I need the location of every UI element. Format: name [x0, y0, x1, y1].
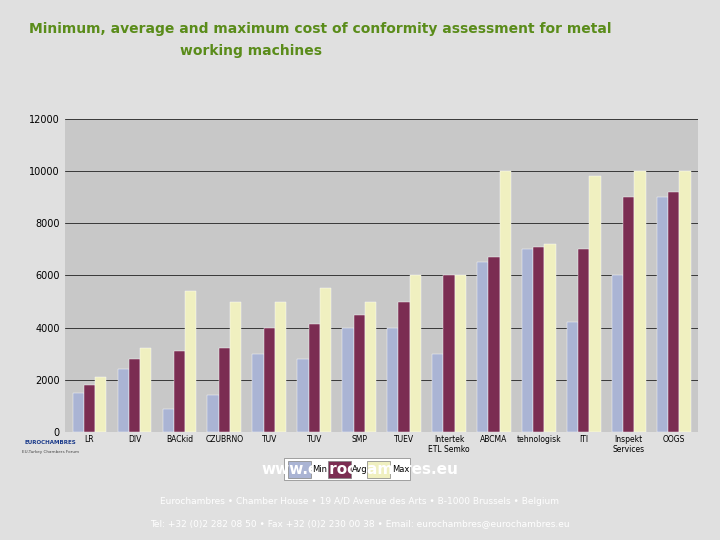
Text: www.eurochambres.eu: www.eurochambres.eu	[261, 462, 459, 477]
Bar	[207, 395, 219, 432]
Bar	[297, 359, 309, 432]
Text: Max: Max	[392, 465, 409, 474]
Bar	[288, 461, 311, 478]
Bar	[534, 247, 544, 432]
Bar	[95, 377, 107, 432]
Bar	[522, 249, 534, 432]
Text: working machines: working machines	[180, 44, 322, 58]
Bar	[477, 262, 488, 432]
Bar	[500, 171, 510, 432]
FancyBboxPatch shape	[284, 458, 410, 481]
Bar	[264, 328, 275, 432]
Bar	[84, 385, 95, 432]
Bar	[578, 249, 590, 432]
Bar	[387, 328, 398, 432]
Bar	[163, 408, 174, 432]
Bar	[567, 322, 578, 432]
Bar	[320, 288, 331, 432]
Bar	[354, 314, 365, 432]
Bar	[634, 171, 646, 432]
Bar	[174, 351, 185, 432]
Bar	[398, 301, 410, 432]
Bar	[623, 197, 634, 432]
Bar	[590, 176, 600, 432]
Text: Min: Min	[312, 465, 328, 474]
Bar	[454, 275, 466, 432]
Bar	[275, 301, 286, 432]
Bar	[342, 328, 354, 432]
Bar	[73, 393, 84, 432]
Text: Eurochambres • Chamber House • 19 A/D Avenue des Arts • B-1000 Brussels • Belgiu: Eurochambres • Chamber House • 19 A/D Av…	[161, 497, 559, 506]
Bar	[367, 461, 390, 478]
Bar	[612, 275, 623, 432]
Text: Avg: Avg	[352, 465, 368, 474]
Bar	[544, 244, 556, 432]
Bar	[309, 323, 320, 432]
Bar	[679, 171, 690, 432]
Bar	[117, 369, 129, 432]
Bar	[668, 192, 679, 432]
Text: Tel: +32 (0)2 282 08 50 • Fax +32 (0)2 230 00 38 • Email: eurochambres@eurochamb: Tel: +32 (0)2 282 08 50 • Fax +32 (0)2 2…	[150, 519, 570, 529]
Bar	[328, 461, 351, 478]
Bar	[488, 257, 500, 432]
Bar	[230, 301, 241, 432]
Bar	[129, 359, 140, 432]
Text: Minimum, average and maximum cost of conformity assessment for metal: Minimum, average and maximum cost of con…	[29, 22, 611, 36]
Bar	[185, 291, 197, 432]
Bar	[140, 348, 151, 432]
Bar	[444, 275, 454, 432]
Bar	[410, 275, 421, 432]
Bar	[253, 354, 264, 432]
Bar	[657, 197, 668, 432]
Bar	[432, 354, 444, 432]
Text: EU-Turkey Chambers Forum: EU-Turkey Chambers Forum	[22, 450, 79, 455]
Bar	[219, 348, 230, 432]
Bar	[365, 301, 376, 432]
Text: EUROCHAMBRES: EUROCHAMBRES	[24, 440, 76, 444]
